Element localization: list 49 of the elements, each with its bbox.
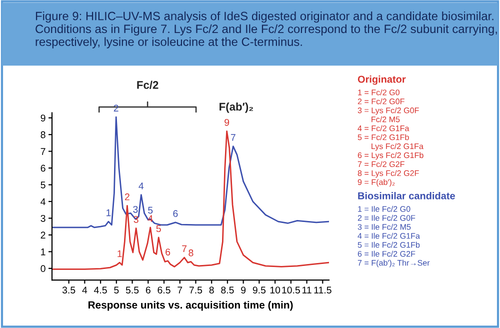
- x-tick-label: 5: [114, 286, 119, 294]
- y-tick-label: 0: [40, 265, 46, 272]
- y-tick-label: 4: [40, 198, 46, 206]
- y-tick-label: 6: [40, 164, 46, 172]
- x-tick-label: 10.5: [282, 286, 300, 294]
- annotation: 3: [133, 206, 138, 213]
- x-tick-label: 5.5: [126, 286, 139, 294]
- x-tick-label: 11: [302, 286, 312, 294]
- y-tick-label: 9: [40, 114, 46, 122]
- line-series: [52, 130, 329, 270]
- annotation: 1: [106, 209, 111, 216]
- y-tick-label: 7: [40, 148, 46, 155]
- x-tick-label: 9: [241, 286, 246, 294]
- text: Originator: [358, 75, 406, 85]
- annotation: 5: [148, 206, 153, 214]
- x-tick-label: 3.5: [62, 286, 76, 294]
- y-tick-label: 8: [40, 131, 46, 138]
- x-tick-label: 6: [146, 286, 150, 294]
- annotation: 2: [124, 193, 130, 200]
- x-tick-label: 8.5: [221, 286, 234, 294]
- annotation: 6: [173, 210, 178, 218]
- text: 1 = Fc/2 G0 2 = Fc/2 G0F 3 = Lys Fc/2 G0F Fc/2 M5 4 = Fc/2 G1Fa 5 = Fc/2 G1Fb Lys Fc/2 G1Fa 6 = Lys Fc/2 G1Fb 7 = Fc/2 G2F 8 = Lys Fc/2 G2F 9 = F(ab′)₂: [358, 89, 424, 187]
- annotation: 6: [166, 248, 170, 256]
- text: 1 = Ile Fc/2 G0 2 = Ile Fc/2 G0F 3 = Ile Fc/2 M5 4 = Ile Fc/2 G1Fa 5 = Ile Fc/2 G1Fb 6 = Ile Fc/2 G2F 7 = F(ab′)₂ Thr→Ser: [358, 206, 430, 268]
- x-axis-title: Response units vs. acquisition time (min): [88, 300, 293, 311]
- text: Biosimilar candidate: [358, 192, 455, 200]
- chart-title: Figure 9: HILIC–UV-MS analysis of IdeS digested originator and a candidate biosimilar. Conditions as in Figure 7. Lys Fc/2 and Ile Fc/2 correspond to the Fc/2 subunit carrying, respectively, lysine or isoleucine at the C-terminus.: [36, 11, 497, 48]
- x-tick-label: 11.5: [314, 286, 332, 294]
- x-tick-label: 7: [178, 286, 182, 294]
- annotation: 4: [138, 182, 144, 190]
- y-tick-label: 3: [40, 214, 46, 222]
- annotation: 5: [156, 225, 161, 232]
- y-tick-label: 5: [40, 182, 46, 188]
- y-tick-label: 1: [41, 248, 46, 256]
- x-tick-label: 8: [209, 286, 214, 294]
- annotation: 7: [182, 245, 187, 252]
- x-tick-label: 7.5: [189, 286, 202, 294]
- annotation: 1: [118, 250, 122, 258]
- text: F(ab′)₂: [220, 102, 254, 113]
- x-tick-label: 10: [270, 286, 280, 294]
- x-tick-label: 4: [82, 286, 88, 294]
- x-tick-label: 9.5: [252, 286, 266, 294]
- x-tick-label: 6.5: [158, 286, 170, 294]
- y-tick-label: 2: [40, 232, 46, 238]
- annotation: 7: [230, 134, 236, 141]
- annotation: 9: [224, 118, 230, 126]
- text: Fc/2: [137, 80, 158, 89]
- annotation: 8: [188, 249, 194, 256]
- x-tick-label: 4.5: [94, 286, 107, 294]
